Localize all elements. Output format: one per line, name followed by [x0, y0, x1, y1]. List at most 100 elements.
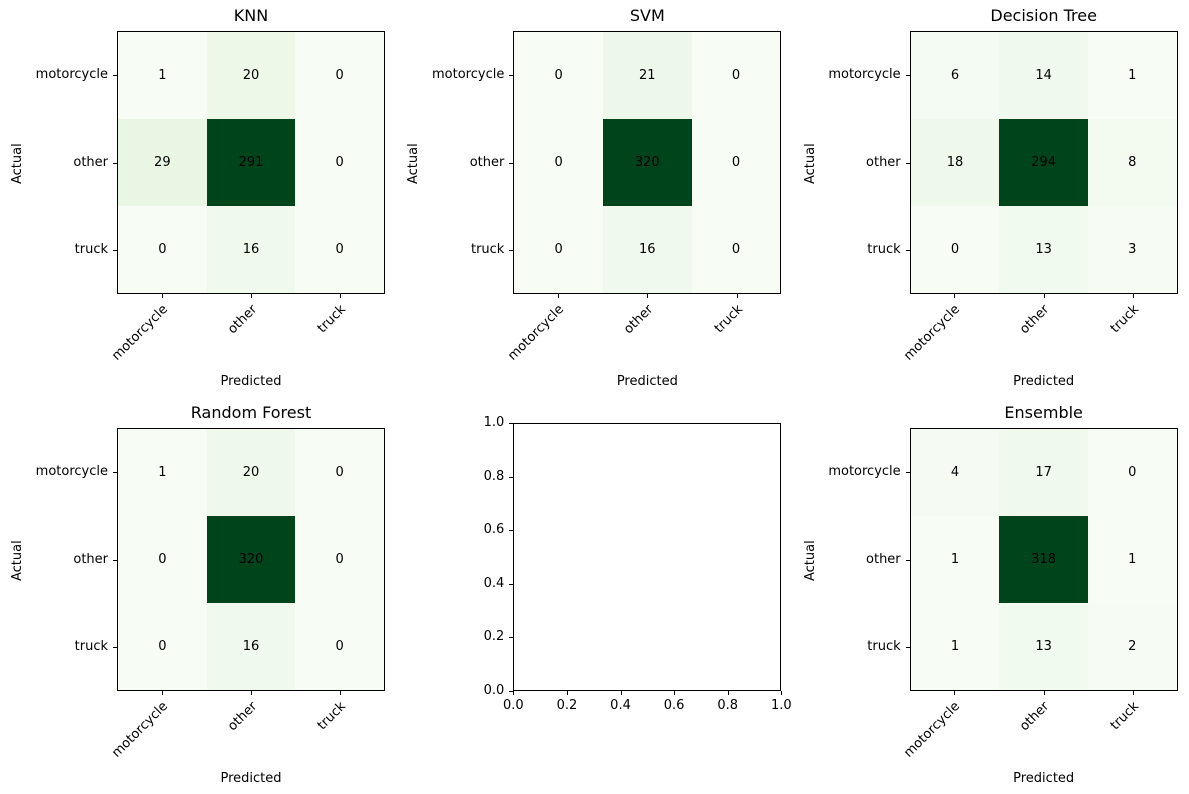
cell-truck-motorcycle: 1: [910, 603, 1000, 690]
cell-other-other: 320: [602, 119, 692, 206]
cell-truck-truck: 2: [1087, 603, 1177, 690]
xtick-label: truck: [711, 302, 746, 337]
ytick-mark: [905, 559, 910, 561]
cell-motorcycle-truck: 0: [295, 32, 384, 119]
subplot-svm: SVM 0 21 0 0 320 0 0 16 0 Predicted Actual motor…: [396, 0, 792, 397]
x-axis-label: Predicted: [220, 374, 282, 389]
cell-other-other: 318: [999, 516, 1088, 603]
xtick-mark: [1132, 691, 1134, 695]
ytick-mark: [509, 250, 514, 252]
x-axis-label: Predicted: [616, 374, 678, 389]
ytick-label: 0.6: [483, 522, 505, 538]
cell-motorcycle-truck: 0: [295, 429, 384, 516]
cell-motorcycle-truck: 0: [691, 32, 781, 119]
ytick-label: motorcycle: [35, 66, 108, 82]
xtick-mark: [340, 691, 342, 695]
heatmap-axes: 0 21 0 0 320 0 0 16 0: [513, 31, 782, 294]
xtick-mark: [513, 691, 515, 695]
subplot-decision-tree: Decision Tree 6 14 1 18 294 8 0 13 3 Predicted A…: [793, 0, 1189, 397]
xtick-mark: [1043, 691, 1045, 695]
xtick-mark: [1132, 294, 1134, 298]
ytick-mark: [509, 637, 514, 639]
cell-truck-motorcycle: 0: [118, 206, 207, 293]
cell-motorcycle-motorcycle: 6: [910, 32, 1000, 119]
subplot-title: Ensemble: [1004, 403, 1083, 422]
ytick-label: other: [469, 154, 505, 170]
cell-other-motorcycle: 29: [118, 119, 207, 206]
heatmap-axes: 1 20 0 29 291 0 0 16 0: [117, 31, 385, 294]
xtick-label: truck: [315, 302, 350, 337]
xtick-mark: [620, 691, 622, 695]
cell-truck-other: 13: [999, 206, 1088, 293]
subplot-title: SVM: [629, 6, 665, 25]
xtick-mark: [251, 691, 252, 695]
xtick-label: motorcycle: [901, 699, 964, 761]
ytick-mark: [113, 647, 117, 649]
xtick-mark: [727, 691, 729, 695]
cell-motorcycle-motorcycle: 4: [910, 429, 1000, 516]
xtick-mark: [674, 691, 676, 695]
xtick-label: 0.8: [717, 698, 739, 713]
ytick-mark: [509, 691, 514, 692]
cell-truck-motorcycle: 0: [910, 206, 1000, 293]
cell-other-other: 320: [206, 516, 296, 603]
cell-motorcycle-motorcycle: 1: [118, 429, 207, 516]
cell-other-motorcycle: 1: [910, 516, 1000, 603]
heatmap-axes: 1 20 0 0 320 0 0 16 0: [117, 428, 385, 691]
cell-other-other: 291: [206, 119, 296, 206]
ytick-mark: [905, 471, 910, 473]
xtick-label: other: [621, 302, 657, 338]
ytick-label: motorcycle: [828, 463, 901, 479]
xtick-label: 1.0: [770, 698, 792, 713]
ytick-label: truck: [470, 242, 505, 258]
ytick-label: motorcycle: [35, 463, 108, 479]
subplot-title: KNN: [233, 6, 269, 25]
cell-truck-motorcycle: 0: [514, 206, 603, 293]
empty-axes: [513, 423, 782, 691]
cell-truck-other: 16: [206, 603, 296, 690]
xtick-mark: [566, 691, 568, 695]
cell-motorcycle-other: 17: [999, 429, 1088, 516]
ytick-label: other: [73, 551, 108, 567]
xtick-label: motorcycle: [505, 302, 567, 364]
xtick-label: 0.4: [610, 698, 631, 713]
xtick-label: other: [224, 302, 260, 338]
ytick-label: truck: [74, 242, 108, 258]
x-axis-label: Predicted: [1013, 374, 1075, 389]
heatmap-cells: 6 14 1 18 294 8 0 13 3: [910, 32, 1177, 293]
xtick-mark: [161, 294, 163, 298]
cell-other-truck: 0: [295, 119, 384, 206]
ytick-mark: [113, 162, 117, 164]
cell-motorcycle-truck: 0: [1087, 429, 1177, 516]
ytick-mark: [905, 74, 910, 76]
xtick-mark: [161, 691, 163, 695]
cell-other-truck: 0: [295, 516, 384, 603]
cell-other-truck: 0: [691, 119, 781, 206]
xtick-label: other: [224, 699, 260, 735]
xtick-mark: [251, 294, 252, 298]
cell-truck-motorcycle: 0: [118, 603, 207, 690]
cell-truck-other: 13: [999, 603, 1088, 690]
cell-motorcycle-other: 21: [602, 32, 692, 119]
ytick-mark: [509, 530, 514, 532]
cell-other-truck: 1: [1087, 516, 1177, 603]
ytick-mark: [905, 250, 910, 252]
subplot-random-forest: Random Forest 1 20 0 0 320 0 0 16 0 Predicted Ac…: [0, 397, 396, 794]
xtick-mark: [647, 294, 649, 298]
ytick-mark: [905, 162, 910, 164]
cell-truck-truck: 0: [691, 206, 781, 293]
ytick-label: motorcycle: [828, 66, 901, 82]
ytick-label: 0.8: [483, 468, 505, 484]
xtick-mark: [340, 294, 342, 298]
heatmap-axes: 6 14 1 18 294 8 0 13 3: [909, 31, 1178, 294]
subplot-empty: 0.0 0.2 0.4 0.6 0.8 1.0 0.0 0.2 0.4 0.6 0.8 1.0: [396, 397, 792, 794]
xtick-label: motorcycle: [901, 302, 964, 364]
heatmap-cells: 0 21 0 0 320 0 0 16 0: [514, 32, 781, 293]
xtick-mark: [557, 294, 559, 298]
ytick-mark: [509, 162, 514, 164]
cell-truck-truck: 3: [1087, 206, 1177, 293]
xtick-mark: [781, 691, 783, 695]
cell-truck-truck: 0: [295, 206, 384, 293]
x-axis-label: Predicted: [1013, 771, 1075, 786]
